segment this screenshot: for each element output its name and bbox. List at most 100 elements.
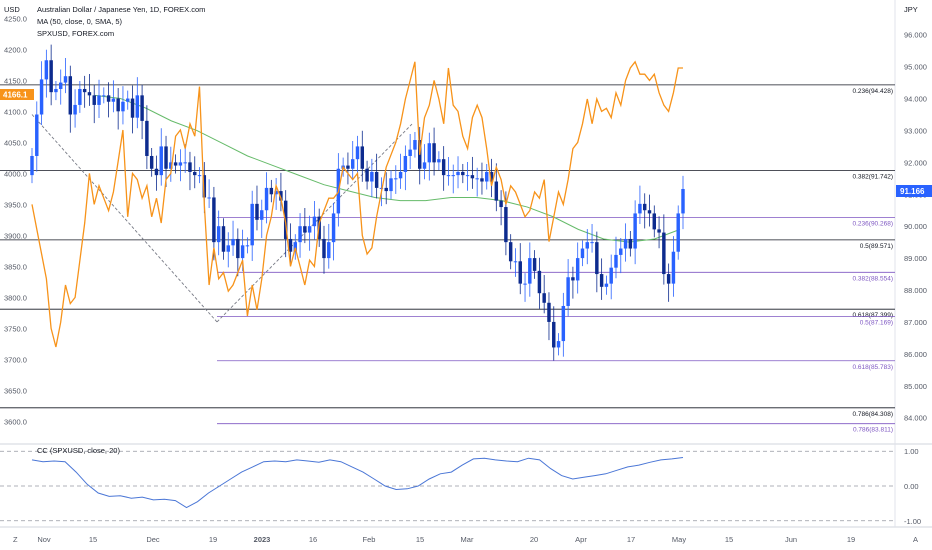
x-axis-tick-label: Jun <box>785 535 797 544</box>
x-axis-tick-label: May <box>672 535 686 544</box>
candle-body <box>566 277 570 306</box>
candle-body <box>499 200 503 208</box>
candle-body <box>537 270 542 294</box>
candle-body <box>106 95 111 102</box>
left-axis-tick-label: 4150.0 <box>4 76 27 85</box>
candle-body <box>556 341 561 348</box>
candle-body <box>552 321 556 348</box>
candle-body <box>571 277 575 281</box>
indicator-label: CC (SPXUSD, close, 20) <box>37 446 120 455</box>
candle-body <box>231 238 235 246</box>
candle-body <box>130 98 135 118</box>
left-axis-tick-label: 3800.0 <box>4 293 27 302</box>
left-axis-tick-label: 4000.0 <box>4 169 27 178</box>
last-price-badge <box>896 185 932 197</box>
candle-body <box>389 178 393 192</box>
correlation-pane: 1.00 0.00 -1.00 <box>0 447 921 526</box>
candle-body <box>528 258 532 284</box>
candle-body <box>590 242 594 244</box>
candle-body <box>365 168 369 182</box>
left-axis-tick-label: 3900.0 <box>4 231 27 240</box>
candle-body <box>87 92 92 96</box>
x-axis-tick-label: 15 <box>416 535 424 544</box>
trend-line <box>216 123 413 323</box>
candle-body <box>575 258 580 281</box>
candle-body <box>35 114 39 156</box>
candle-body <box>394 178 398 180</box>
x-axis-tick-label: 16 <box>309 535 317 544</box>
candle-body <box>73 104 77 115</box>
right-unit-label: JPY <box>904 5 918 14</box>
fib-label-black: 0.5(89.571) <box>860 243 893 250</box>
last-price-badge-text: 91.166 <box>900 187 925 196</box>
x-axis-tick-label: 15 <box>725 535 733 544</box>
candle-body <box>461 171 465 176</box>
timezone-icon[interactable]: Z <box>13 535 18 544</box>
fib-label-purple: 0.236(90.268) <box>853 221 893 228</box>
candle-body <box>193 171 197 176</box>
candle-body <box>260 210 264 220</box>
x-axis-tick-label: 15 <box>89 535 97 544</box>
candle-body <box>398 171 403 179</box>
fib-label-purple: 0.786(83.811) <box>853 427 893 434</box>
candle-body <box>102 95 106 97</box>
candle-body <box>197 175 202 177</box>
candle-body <box>116 98 120 112</box>
candle-body <box>274 191 278 195</box>
right-axis-tick-label: 89.000 <box>904 254 927 263</box>
x-axis-tick-label: 20 <box>530 535 538 544</box>
candle-body <box>245 245 250 247</box>
fib-label-black: 0.786(84.308) <box>853 411 893 418</box>
left-axis-tick-label: 3950.0 <box>4 200 27 209</box>
candle-body <box>279 191 283 201</box>
correlation-tick-label: 0.00 <box>904 482 919 491</box>
candle-body <box>111 98 116 102</box>
candle-body <box>269 187 274 195</box>
candle-body <box>465 175 470 177</box>
candle-body <box>327 242 331 259</box>
fib-label-purple: 0.382(88.554) <box>853 275 893 282</box>
candle-body <box>178 162 183 166</box>
candle-body <box>595 242 599 275</box>
candle-body <box>154 168 159 176</box>
fib-label-purple: 0.5(87.169) <box>860 320 893 327</box>
auto-scale-icon[interactable]: A <box>913 535 918 544</box>
x-axis-tick-label: 19 <box>847 535 855 544</box>
left-axis-tick-label: 3850.0 <box>4 262 27 271</box>
x-axis-tick-label: 19 <box>209 535 217 544</box>
candle-body <box>662 232 666 275</box>
candle-body <box>485 171 489 182</box>
candle-body <box>221 226 226 252</box>
candle-body <box>542 293 546 303</box>
candle-body <box>585 242 589 249</box>
candle-body <box>413 140 417 150</box>
candle-body <box>623 238 628 249</box>
correlation-tick-label: -1.00 <box>904 517 921 526</box>
candle-body <box>149 155 154 169</box>
candle-body <box>126 98 130 102</box>
left-axis-tick-label: 4250.0 <box>4 14 27 23</box>
candle-body <box>135 95 140 118</box>
spx-legend: SPXUSD, FOREX.com <box>37 29 114 38</box>
candle-body <box>44 60 49 80</box>
candle-body <box>523 283 527 285</box>
candle-body <box>446 175 451 177</box>
candle-body <box>599 274 604 287</box>
candle-body <box>508 242 513 262</box>
chart-title: Australian Dollar / Japanese Yen, 1D, FO… <box>37 5 205 14</box>
candle-body <box>403 155 408 172</box>
candle-body <box>451 175 455 177</box>
candle-body <box>513 261 518 263</box>
candle-body <box>614 254 618 268</box>
candle-body <box>97 95 101 105</box>
candle-body <box>293 242 297 252</box>
trend-lines <box>31 114 413 323</box>
candle-body <box>331 213 336 243</box>
candle-body <box>441 159 446 176</box>
candle-body <box>379 187 384 189</box>
left-axis-tick-label: 4050.0 <box>4 138 27 147</box>
candle-body <box>604 283 609 287</box>
x-axis-tick-label: Apr <box>575 535 587 544</box>
candle-body <box>49 60 53 93</box>
